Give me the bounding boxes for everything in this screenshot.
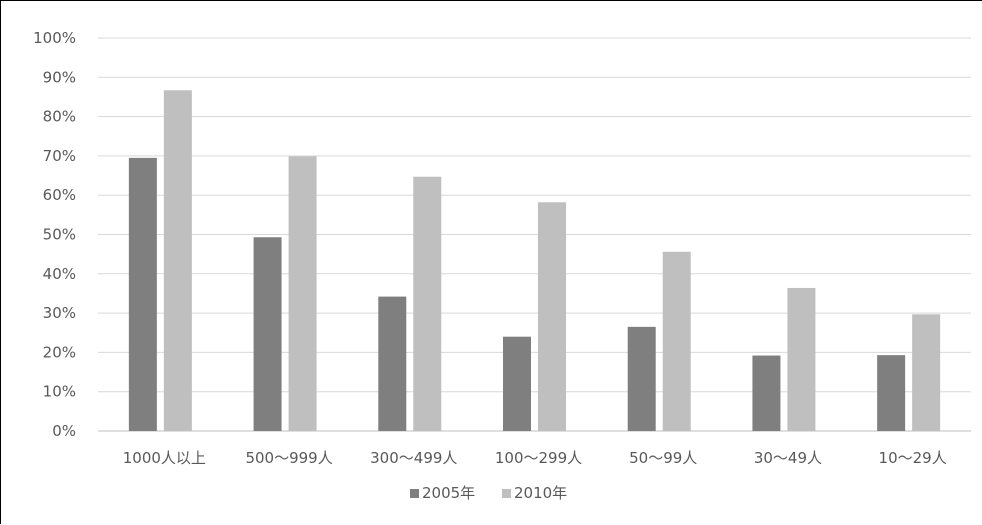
bar-series2 [662, 251, 691, 431]
bar-series2 [288, 156, 317, 431]
x-category-label: 30～49人 [754, 449, 822, 467]
gridlines [98, 37, 971, 432]
bar-series2 [163, 90, 192, 432]
y-axis-ticks: 0% 10% 20% 30% 40% 50% 60% 70% 80% 90% 100% [33, 29, 76, 440]
y-tick-label: 50% [43, 226, 76, 244]
x-category-label: 100～299人 [495, 449, 582, 467]
y-tick-label: 100% [33, 29, 76, 47]
bar-series1 [503, 336, 531, 431]
legend-swatch [410, 489, 419, 498]
legend-label: 2005年 [422, 484, 475, 502]
legend-swatch [502, 489, 511, 498]
bar-series1 [128, 157, 157, 432]
x-category-label: 1000人以上 [123, 449, 206, 467]
y-tick-label: 30% [43, 304, 76, 322]
x-category-label: 500～999人 [245, 449, 332, 467]
y-tick-label: 20% [43, 343, 76, 361]
bar-series1 [877, 355, 906, 431]
bar-series2 [912, 314, 941, 431]
x-axis-categories: 1000人以上 500～999人 300～499人 100～299人 50～99人 30～… [123, 449, 947, 467]
x-category-label: 300～499人 [370, 449, 457, 467]
bar-series1 [752, 355, 781, 431]
x-category-label: 10～29人 [879, 449, 947, 467]
y-tick-label: 90% [43, 68, 76, 86]
y-tick-label: 0% [52, 422, 76, 440]
y-tick-label: 80% [43, 108, 76, 126]
legend: 2005年 2010年 [410, 484, 567, 502]
legend-label: 2010年 [514, 484, 567, 502]
x-category-label: 50～99人 [629, 449, 697, 467]
bar-series1 [253, 237, 282, 431]
bar-series1 [378, 296, 407, 431]
bars [128, 90, 941, 432]
bar-series2 [413, 176, 442, 431]
y-tick-label: 60% [43, 186, 76, 204]
y-tick-label: 70% [43, 147, 76, 165]
bar-series1 [627, 326, 656, 431]
bar-series2 [787, 287, 816, 431]
y-tick-label: 40% [43, 265, 76, 283]
y-tick-label: 10% [43, 383, 76, 401]
bar-series2 [538, 202, 566, 431]
